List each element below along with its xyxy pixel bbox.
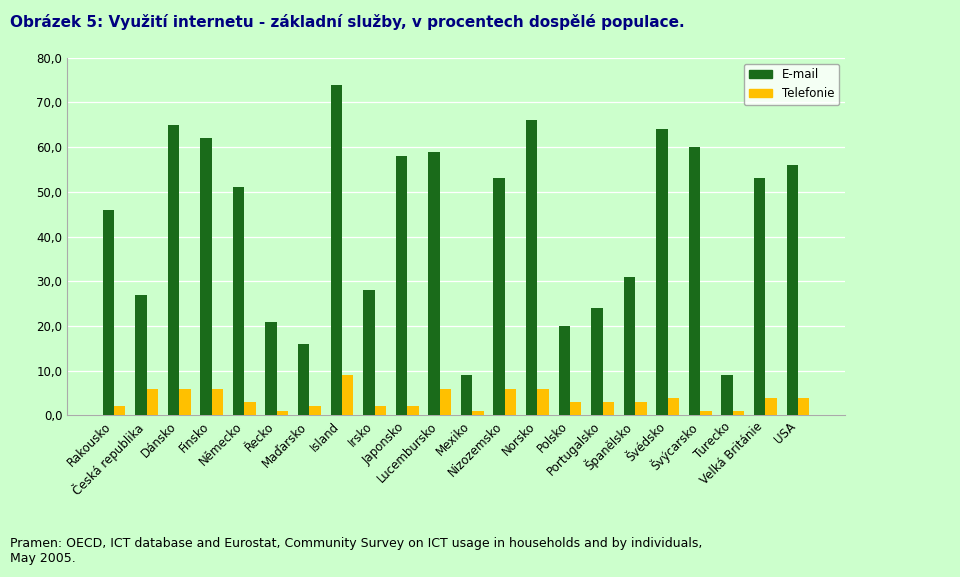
Bar [233, 188, 244, 415]
Bar [559, 326, 570, 415]
Bar [396, 156, 407, 415]
Bar [668, 398, 679, 415]
Bar [103, 209, 114, 415]
Bar [722, 375, 732, 415]
Bar [211, 389, 223, 415]
Bar [570, 402, 582, 415]
Bar [330, 84, 342, 415]
Text: Obrázek 5: Využití internetu - základní služby, v procentech dospělé populace.: Obrázek 5: Využití internetu - základní … [10, 14, 684, 31]
Bar [624, 277, 636, 415]
Bar [798, 398, 809, 415]
Bar [538, 389, 549, 415]
Bar [786, 165, 798, 415]
Bar [754, 178, 765, 415]
Bar [374, 406, 386, 415]
Bar [298, 344, 309, 415]
Bar [505, 389, 516, 415]
Bar [765, 398, 777, 415]
Bar [440, 389, 451, 415]
Bar [147, 389, 158, 415]
Text: Pramen: OECD, ICT database and Eurostat, Community Survey on ICT usage in househ: Pramen: OECD, ICT database and Eurostat,… [10, 537, 702, 565]
Bar [428, 152, 440, 415]
Bar [636, 402, 647, 415]
Bar [603, 402, 614, 415]
Bar [689, 147, 701, 415]
Bar [461, 375, 472, 415]
Bar [168, 125, 180, 415]
Bar [363, 290, 374, 415]
Bar [244, 402, 255, 415]
Bar [591, 308, 603, 415]
Bar [493, 178, 505, 415]
Bar [526, 120, 538, 415]
Bar [407, 406, 419, 415]
Bar [180, 389, 190, 415]
Bar [701, 411, 711, 415]
Bar [114, 406, 126, 415]
Bar [201, 138, 211, 415]
Bar [309, 406, 321, 415]
Bar [276, 411, 288, 415]
Bar [342, 375, 353, 415]
Bar [265, 321, 276, 415]
Legend: E-mail, Telefonie: E-mail, Telefonie [744, 63, 839, 105]
Bar [472, 411, 484, 415]
Bar [135, 295, 147, 415]
Bar [657, 129, 668, 415]
Bar [732, 411, 744, 415]
